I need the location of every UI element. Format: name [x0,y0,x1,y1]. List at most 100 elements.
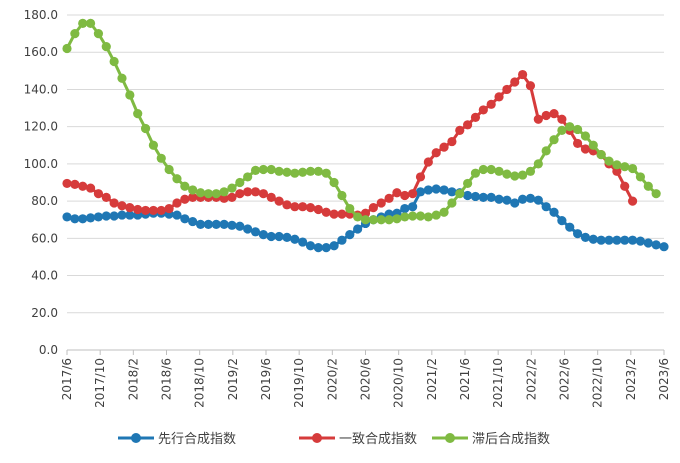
data-point [156,153,166,163]
data-point [250,227,261,237]
x-tick-label: 2023/2 [624,358,638,400]
data-point [572,124,583,135]
x-tick-label: 2018/10 [193,358,207,408]
y-tick-label: 60.0 [31,231,58,245]
data-point [463,178,473,189]
y-tick-label: 120.0 [24,120,58,134]
data-point [423,157,433,167]
data-point [376,215,386,225]
data-point [321,207,331,217]
data-point [447,187,457,197]
data-point [85,183,96,193]
data-point [447,136,457,147]
data-point [596,149,606,160]
data-point [313,243,323,253]
data-point [140,123,151,134]
data-point [541,146,551,156]
data-point [258,189,268,199]
x-tick-label: 2021/6 [458,358,472,400]
data-point [620,235,630,245]
data-point [345,230,355,240]
data-point [408,211,418,221]
data-point [612,166,622,176]
data-point [470,112,481,122]
y-tick-label: 180.0 [24,8,58,22]
legend-label: 一致合成指数 [339,432,417,447]
data-point [211,189,221,199]
data-point [423,212,433,222]
data-point [431,148,441,158]
data-point [470,168,481,178]
data-point [298,167,308,177]
data-point [227,183,237,193]
data-point [510,77,520,87]
data-point [541,202,551,212]
data-point [195,219,206,229]
data-point [109,198,119,208]
data-point [580,131,591,141]
data-point [258,230,268,240]
data-point [423,185,433,195]
data-point [266,164,276,175]
data-point [78,181,88,191]
x-tick-label: 2018/6 [160,358,174,400]
y-axis: 0.0 20.0 40.0 60.0 80.0 100.0 120.0 140.0 160.0 1… [24,8,58,357]
data-point [518,194,528,204]
data-point [62,212,72,222]
data-point [298,202,308,212]
data-point [572,138,583,149]
data-point [627,235,638,245]
data-point [627,163,638,174]
data-point [109,211,119,221]
y-tick-label: 40.0 [31,269,58,283]
data-point [486,99,496,109]
data-point [250,187,261,197]
data-point [643,238,653,248]
data-point [518,170,528,180]
data-point [580,232,591,242]
x-tick-label: 2021/10 [491,358,505,408]
x-tick-label: 2023/6 [657,358,671,400]
data-point [612,160,622,170]
data-point [125,203,135,213]
data-point [525,193,536,203]
data-point [478,105,488,115]
data-point [219,193,229,203]
data-point [353,224,363,234]
data-point [70,29,80,39]
data-point [470,191,481,202]
data-point [643,181,653,191]
data-point [305,203,316,213]
x-tick-label: 2020/6 [359,358,373,400]
data-point [439,142,449,152]
data-point [353,212,363,222]
data-point [572,229,583,239]
data-point [148,140,159,150]
data-point [384,193,394,203]
data-point [541,110,551,121]
data-point [612,235,622,245]
data-point [101,211,111,221]
data-point [305,166,316,176]
data-point [486,192,496,202]
data-point [70,214,80,224]
data-point [510,198,520,208]
data-point [518,69,528,80]
data-point [549,135,559,145]
series-line [65,21,658,222]
data-point [101,192,111,202]
data-point [392,188,402,198]
x-tick-label: 2019/6 [259,358,273,400]
data-point [635,172,646,182]
data-point [651,189,661,199]
data-point [274,166,284,176]
data-point [368,203,378,213]
data-point [266,231,276,242]
x-tick-label: 2017/6 [60,358,74,400]
data-point [305,241,316,251]
data-point [164,164,174,175]
legend-label: 先行合成指数 [158,432,236,447]
data-point [329,177,339,188]
data-point [195,188,206,198]
data-point [93,212,104,222]
